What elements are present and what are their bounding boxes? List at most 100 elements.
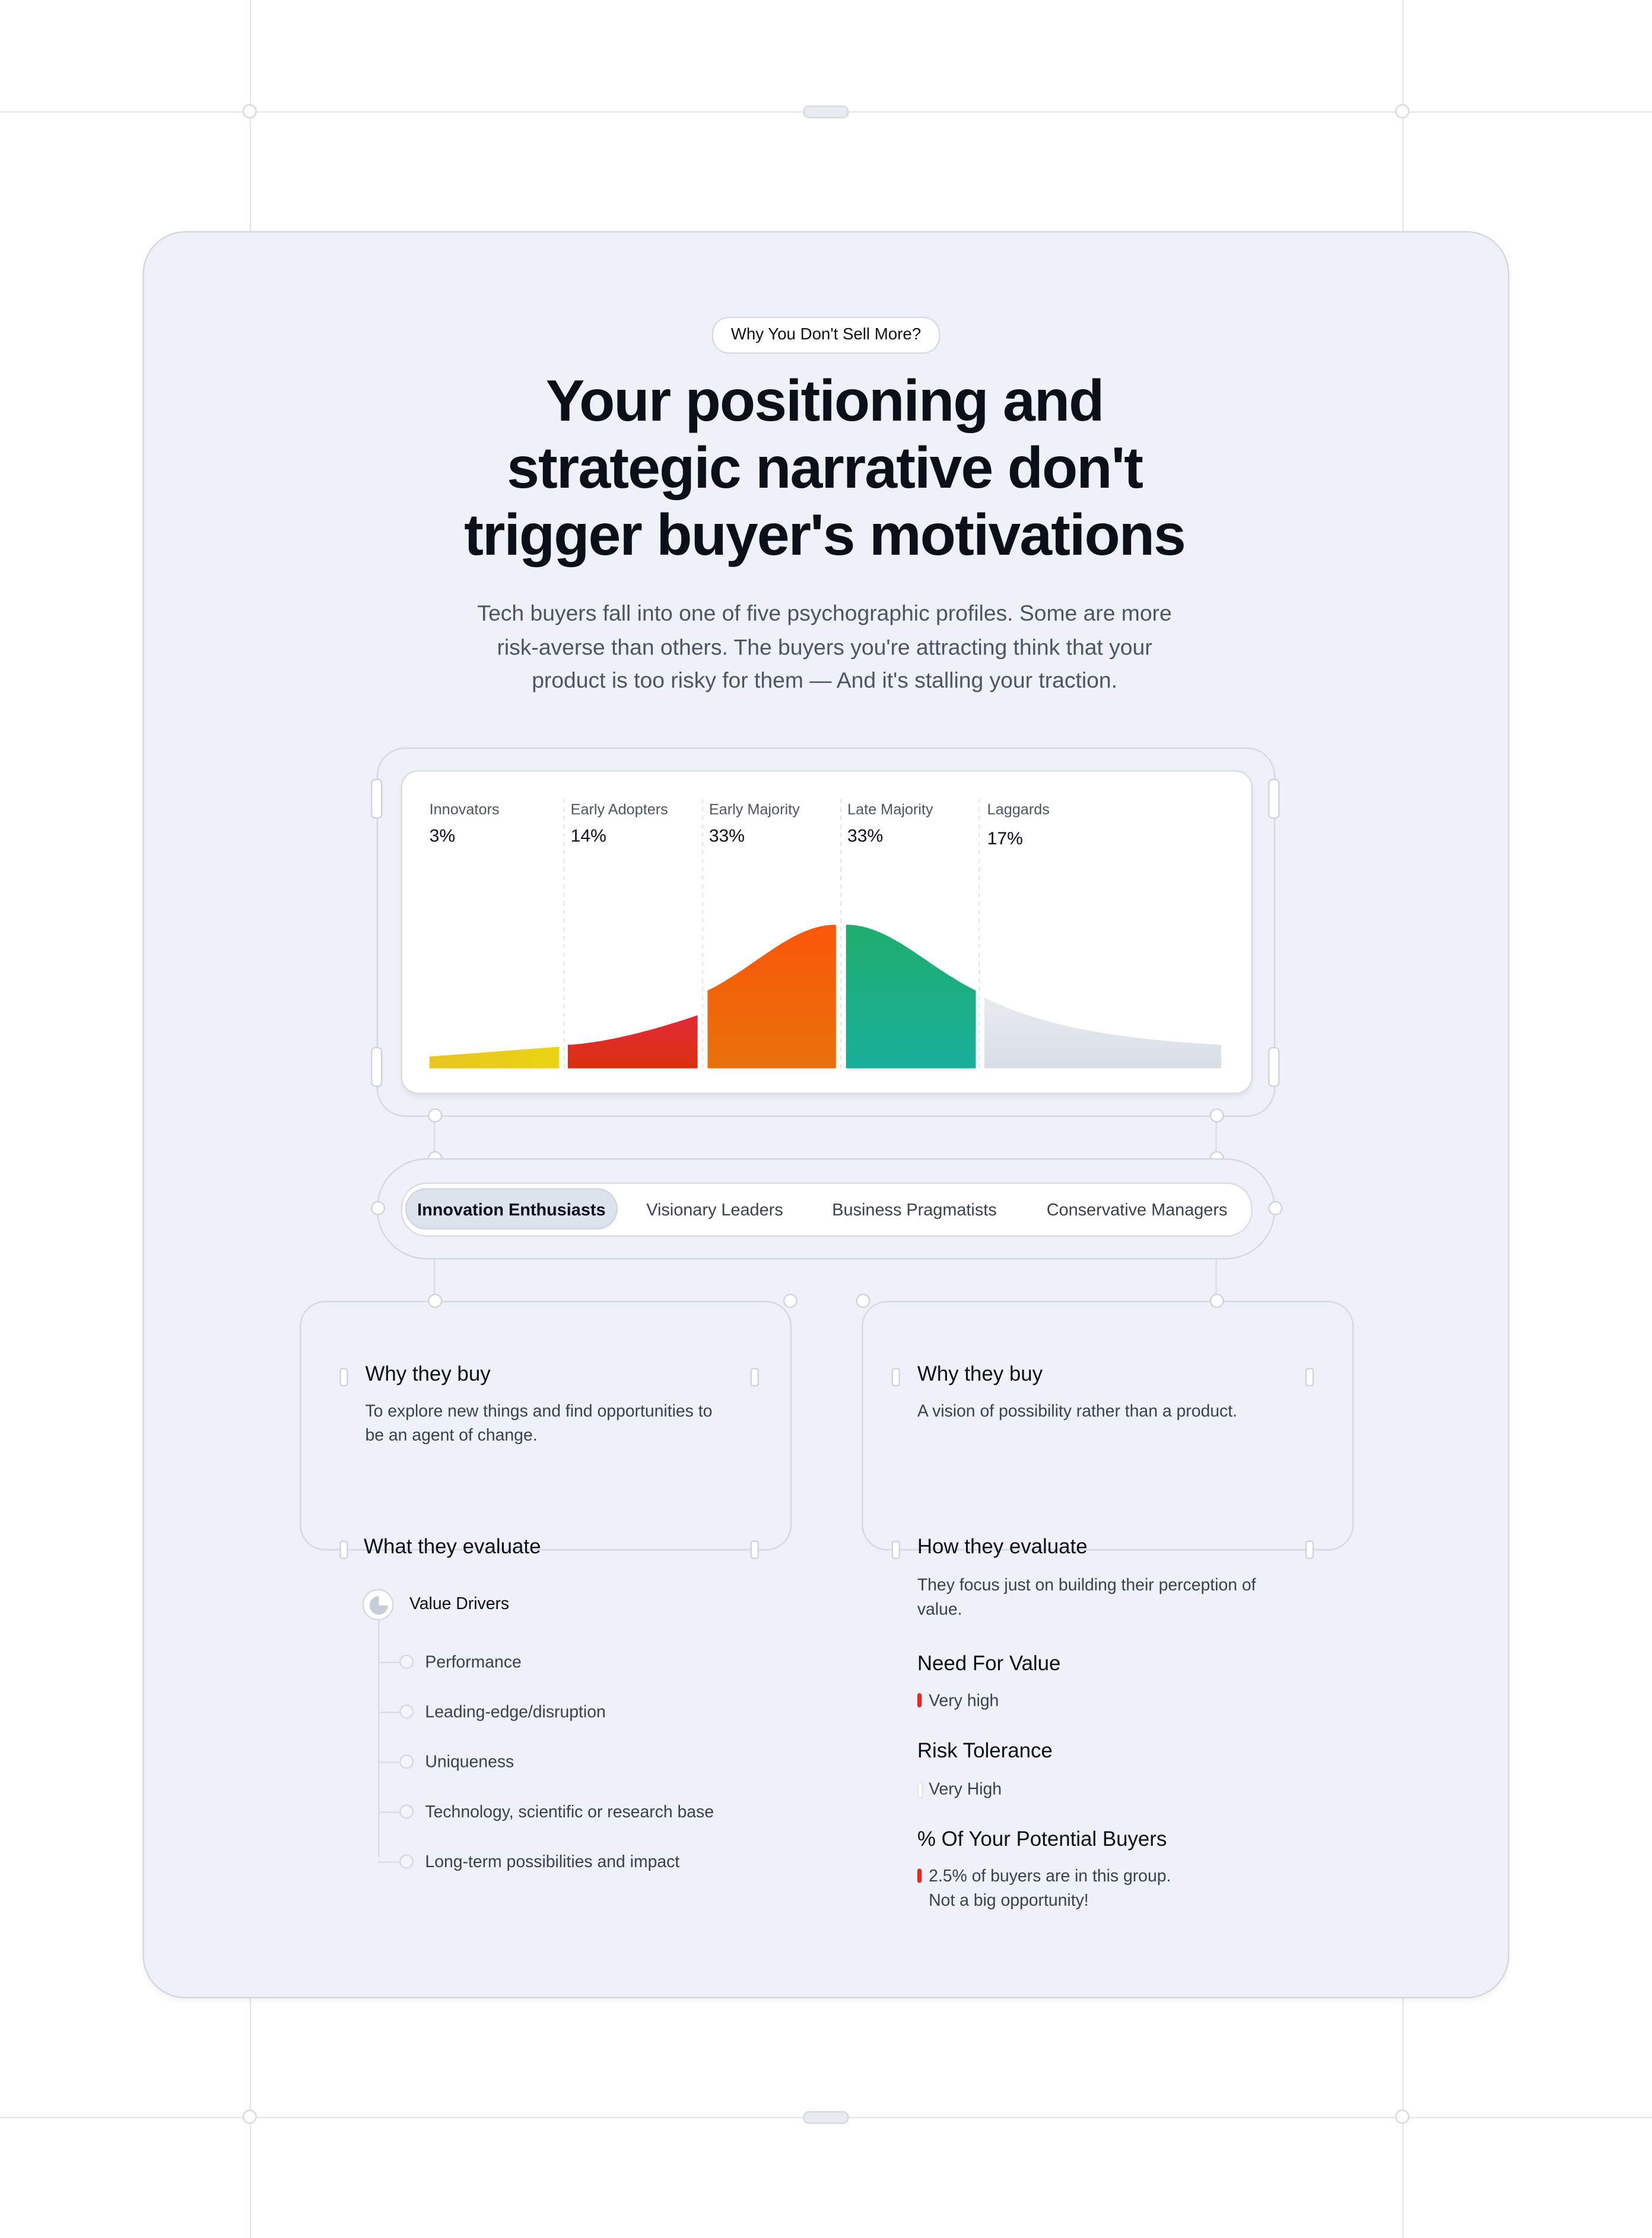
connector-dot [1268,1201,1283,1216]
curve-segment-early-majority [707,924,836,1069]
curve-segment-innovators [429,1047,560,1069]
tree-branch [378,1811,401,1813]
left-bracket [299,1301,792,1551]
tab-business-pragmatists[interactable]: Business Pragmatists [832,1199,997,1219]
curve-segment-late-majority [846,924,976,1069]
percent-label: 14% [570,825,606,846]
bell-curve-chart [429,924,1221,1069]
category-label: Innovators [429,802,500,819]
how-they-evaluate-text: They focus just on building their percep… [917,1575,1256,1619]
value-driver-item: Uniqueness [425,1751,514,1772]
risk-tolerance-value: Very High [929,1778,1002,1799]
tick [750,1368,759,1387]
list-bullet [399,1804,414,1819]
need-for-value-value: Very high [929,1690,999,1711]
value-driver-item: Leading-edge/disruption [425,1702,606,1722]
what-they-evaluate-heading: What they evaluate [364,1536,541,1559]
value-driver-item: Technology, scientific or research base [425,1801,714,1822]
tree-branch [378,1661,401,1664]
tick [891,1368,900,1387]
why-they-buy-text: A vision of possibility rather than a pr… [917,1400,1237,1421]
value-driver-item: Performance [425,1651,522,1672]
tree-branch [378,1711,401,1714]
curve-segment-laggards [984,997,1221,1069]
title-line: strategic narrative don't [507,435,1143,501]
value-driver-item: Long-term possibilities and impact [425,1851,680,1872]
connector-line [1215,1258,1217,1301]
pie-chart-icon [362,1589,394,1621]
chart-divider [840,799,842,1070]
connector-line [433,1115,436,1159]
guide-dot [242,2109,257,2124]
frame-handle [1268,1047,1280,1087]
category-label: Laggards [987,802,1050,819]
value-drivers-label: Value Drivers [409,1593,510,1614]
guide-dot [1395,2109,1410,2124]
percent-label: 3% [429,825,456,846]
category-label: Late Majority [847,802,933,819]
tree-branch [378,1762,401,1763]
risk-tolerance-heading: Risk Tolerance [917,1740,1053,1763]
guide-pill [803,2111,849,2124]
tick [339,1540,348,1559]
tab-visionary-leaders[interactable]: Visionary Leaders [646,1199,783,1219]
tick [1305,1368,1314,1387]
level-indicator [917,1781,923,1799]
level-indicator [917,1693,922,1708]
frame-handle [371,1047,383,1087]
list-bullet [399,1704,414,1719]
tick [1305,1540,1314,1559]
subtitle-line: Tech buyers fall into one of five psycho… [477,602,1172,627]
tick [750,1540,759,1559]
tree-branch [378,1861,401,1863]
list-bullet [399,1754,414,1769]
subtitle-line: risk-averse than others. The buyers you'… [497,635,1152,660]
connector-dot [856,1293,871,1308]
guide-pill [803,105,849,119]
percent-label: 33% [847,825,884,846]
chart-divider [701,799,704,1070]
tick [891,1540,900,1559]
why-they-buy-heading: Why they buy [917,1363,1043,1387]
guide-dot [1395,104,1410,119]
right-bracket [862,1301,1354,1551]
connector-dot [371,1201,386,1216]
percent-label: 33% [709,825,745,846]
category-label: Early Majority [709,802,800,819]
list-bullet [399,1654,414,1669]
section-badge: Why You Don't Sell More? [711,316,941,354]
connector-dot [428,1108,443,1123]
page-subtitle: Tech buyers fall into one of five psycho… [456,597,1193,698]
connector-dot [1209,1108,1224,1123]
why-they-buy-text: To explore new things and find opportuni… [365,1400,713,1445]
connector-line [1215,1115,1217,1159]
tree-line [378,1617,380,1858]
frame-handle [1268,778,1280,819]
frame-handle [371,778,383,819]
how-they-evaluate-heading: How they evaluate [917,1536,1088,1559]
potential-buyers-note: Not a big opportunity! [929,1890,1089,1910]
connector-dot [1209,1293,1224,1308]
need-for-value-heading: Need For Value [917,1653,1061,1676]
title-line: Your positioning and [545,368,1105,434]
connector-dot [428,1293,443,1308]
chart-divider [979,799,980,1070]
tab-innovation-enthusiasts[interactable]: Innovation Enthusiasts [405,1188,618,1230]
level-indicator [917,1868,922,1883]
potential-buyers-heading: % Of Your Potential Buyers [917,1829,1167,1852]
subtitle-line: product is too risky for them — And it's… [532,669,1117,694]
why-they-buy-heading: Why they buy [365,1363,491,1387]
connector-line [433,1258,436,1301]
percent-label: 17% [987,828,1023,849]
potential-buyers-text: 2.5% of buyers are in this group. [929,1865,1171,1886]
guide-dot [242,104,257,119]
tab-conservative-managers[interactable]: Conservative Managers [1046,1199,1228,1219]
curve-segment-early-adopters [567,1015,698,1069]
chart-divider [563,799,566,1070]
page-title: Your positioning and strategic narrative… [428,368,1221,569]
tick [339,1368,348,1387]
title-line: trigger buyer's motivations [464,502,1186,568]
category-label: Early Adopters [570,802,668,819]
connector-dot [783,1293,798,1308]
